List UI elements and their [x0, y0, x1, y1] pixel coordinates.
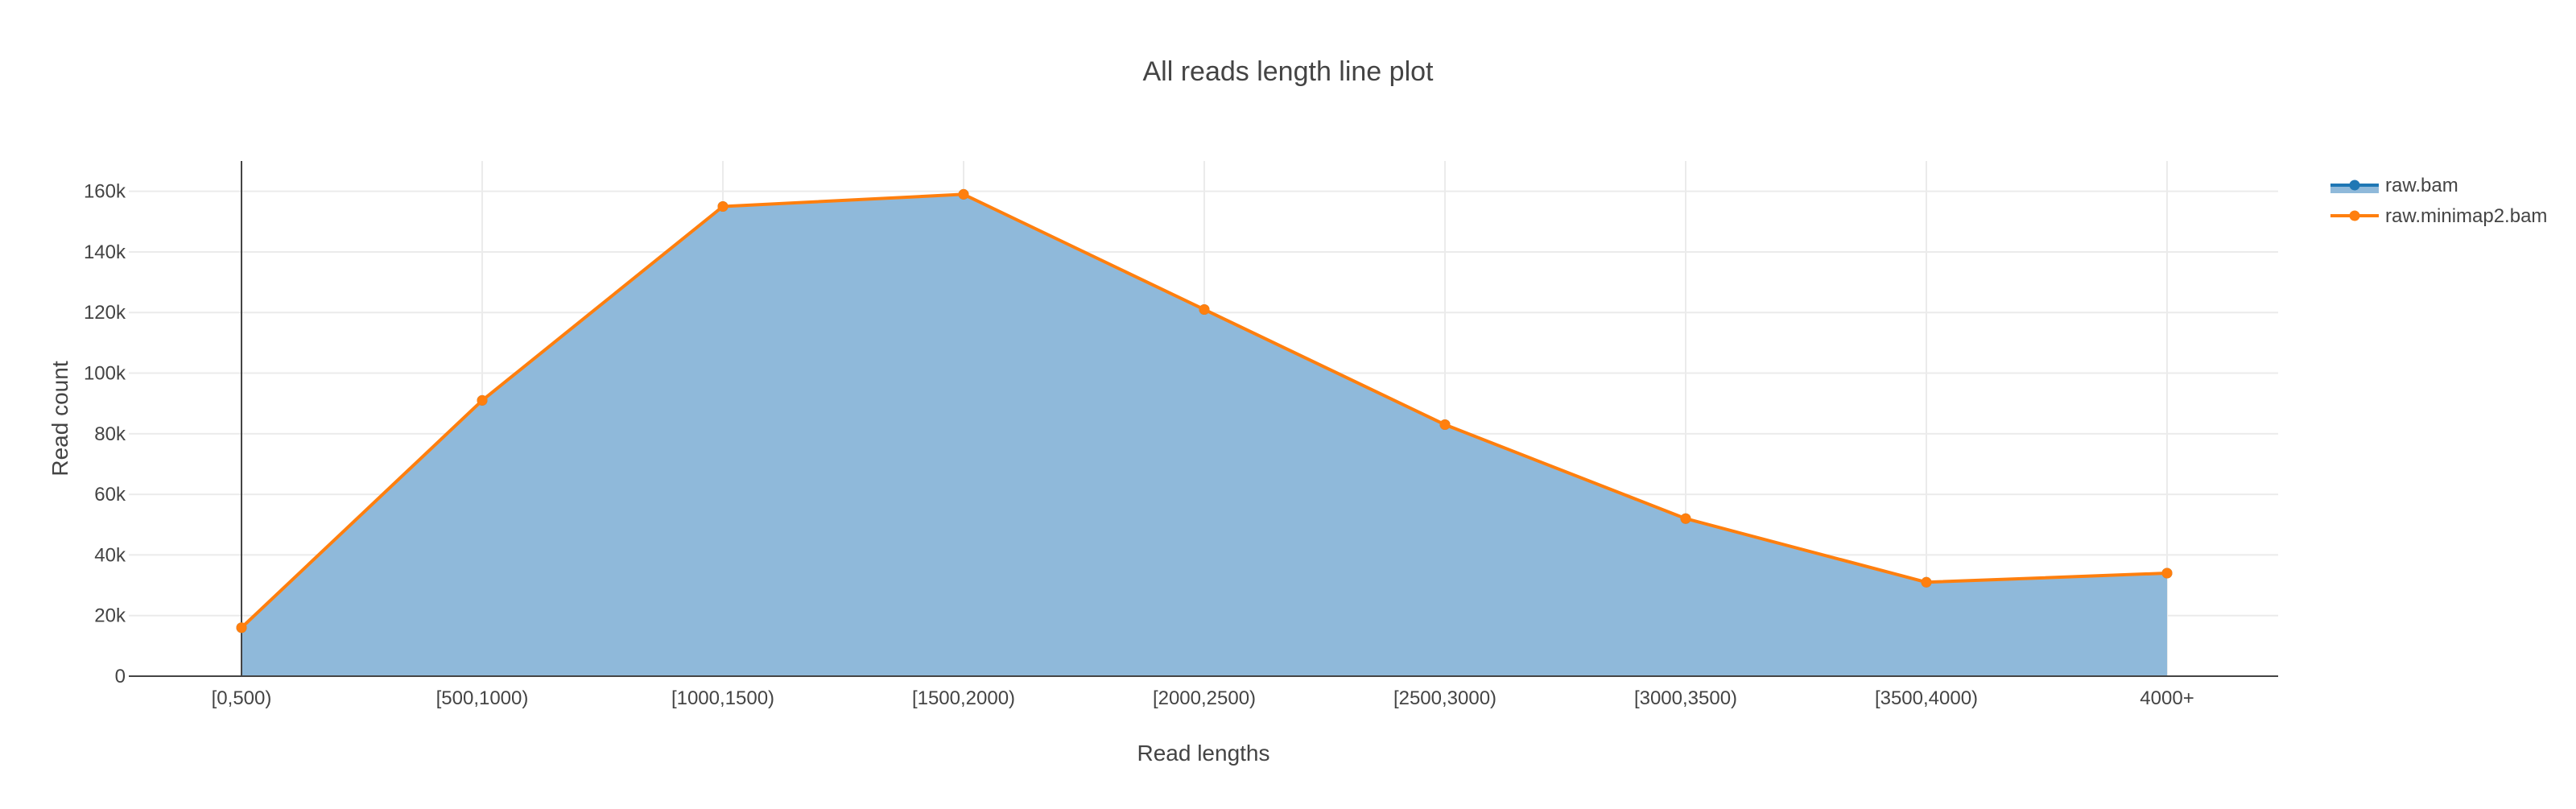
tick-labels: [0,500) [500,1000) [1000,1500) [1500,2000) […: [84, 181, 2194, 709]
legend-label: raw.minimap2.bam: [2385, 205, 2547, 227]
series-area-raw-bam: [242, 194, 2167, 677]
legend-marker: [2349, 210, 2360, 221]
legend-item[interactable]: raw.bam: [2330, 175, 2458, 196]
y-tick-label: 100k: [84, 363, 126, 385]
x-tick-label: [500,1000): [436, 687, 529, 709]
y-tick-label: 160k: [84, 181, 126, 203]
data-point: [1680, 513, 1691, 524]
data-point: [236, 622, 247, 634]
y-tick-label: 80k: [94, 423, 126, 445]
legend-marker: [2349, 180, 2360, 191]
axes: [129, 161, 2278, 677]
y-tick-label: 60k: [94, 484, 126, 506]
chart-title: All reads length line plot: [1142, 56, 1434, 87]
x-tick-label: [0,500): [212, 687, 272, 709]
y-tick-label: 0: [115, 666, 126, 687]
legend[interactable]: raw.bam raw.minimap2.bam: [2330, 175, 2547, 227]
x-tick-label: 4000+: [2140, 687, 2194, 709]
data-point: [2161, 568, 2173, 579]
data-point: [477, 394, 488, 406]
x-tick-label: [3000,3500): [1634, 687, 1737, 709]
x-tick-label: [3500,4000): [1875, 687, 1978, 709]
y-tick-label: 120k: [84, 302, 126, 324]
x-tick-label: [2500,3000): [1393, 687, 1496, 709]
data-point: [1199, 303, 1210, 315]
y-tick-label: 20k: [94, 605, 126, 627]
legend-item[interactable]: raw.minimap2.bam: [2330, 205, 2547, 227]
data-point: [1439, 419, 1451, 431]
data-point: [1921, 576, 1932, 588]
y-tick-label: 40k: [94, 544, 126, 566]
x-tick-label: [1500,2000): [912, 687, 1015, 709]
data-point: [958, 188, 969, 200]
series-layer: [236, 188, 2173, 634]
y-axis-title: Read count: [47, 361, 72, 476]
legend-label: raw.bam: [2385, 175, 2458, 196]
data-point: [717, 200, 729, 212]
area-layer: [242, 194, 2167, 677]
y-tick-label: 140k: [84, 241, 126, 263]
x-tick-label: [1000,1500): [671, 687, 774, 709]
x-axis-title: Read lengths: [1137, 741, 1269, 766]
x-tick-label: [2000,2500): [1153, 687, 1256, 709]
